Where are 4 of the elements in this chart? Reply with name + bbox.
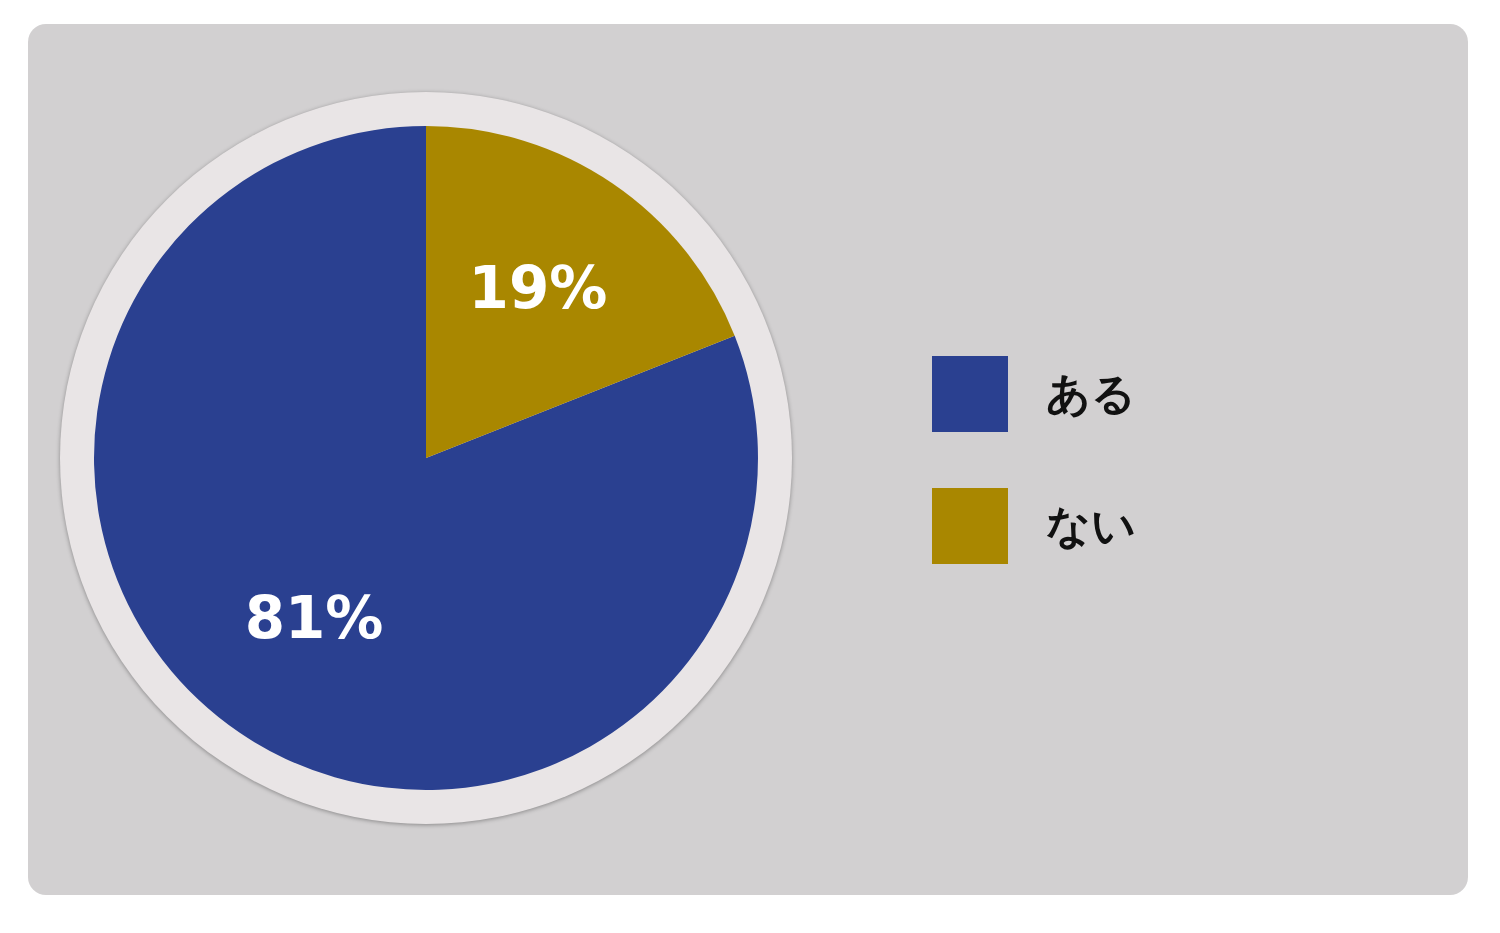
legend-label: ある (1046, 366, 1136, 421)
data-label: 81% (244, 583, 384, 652)
legend-label: ない (1046, 498, 1136, 553)
data-label: 19% (468, 254, 608, 323)
